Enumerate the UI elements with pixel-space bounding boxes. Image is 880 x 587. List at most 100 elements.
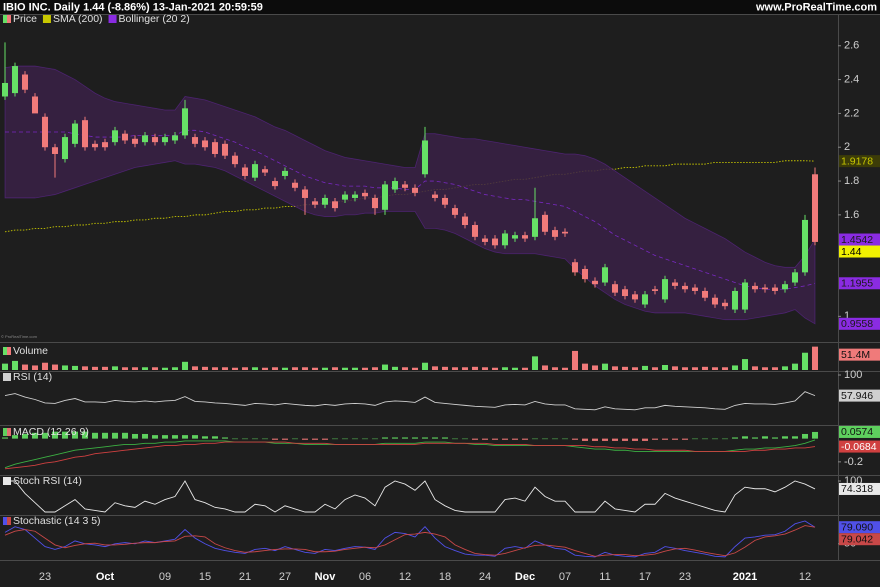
histogram-bar [382, 437, 388, 439]
candle-body [202, 140, 208, 148]
histogram-bar [362, 438, 368, 440]
histogram-bar [342, 438, 348, 440]
legend-label: Stochastic (14 3 5) [13, 515, 101, 527]
histogram-bar [12, 435, 18, 439]
candle-body [192, 137, 198, 144]
histogram-bar [392, 437, 398, 439]
histogram-bar [632, 438, 638, 441]
histogram-bar [682, 438, 688, 440]
candle-body [612, 284, 618, 293]
x-tick-label: 09 [159, 571, 171, 583]
candle-body [582, 268, 588, 280]
legend-label: MACD (12 26 9) [13, 426, 89, 438]
candle-body [792, 272, 798, 283]
volume-bar [432, 366, 438, 370]
value-label-box [839, 277, 880, 290]
candle-body [152, 137, 158, 143]
histogram-bar [592, 438, 598, 441]
candle-body [802, 219, 808, 273]
candle-body [532, 218, 538, 237]
header-title: IBIO INC. Daily 1.44 (-8.86%) 13-Jan-202… [3, 1, 263, 13]
value-label: 79.090 [841, 521, 873, 533]
x-tick-label: Nov [315, 571, 337, 583]
histogram-bar [42, 432, 48, 439]
candle-body [692, 287, 698, 291]
x-tick-label: 11 [599, 571, 610, 583]
volume-bar [662, 365, 668, 370]
volume-bar [142, 367, 148, 370]
candle-body [682, 285, 688, 290]
legend-swatch [3, 373, 11, 381]
volume-bar [12, 360, 18, 370]
legend-swatch [3, 15, 7, 23]
histogram-bar [202, 436, 208, 439]
candle-body [712, 297, 718, 305]
volume-bar [722, 367, 728, 370]
volume-bar [732, 365, 738, 370]
value-label-box [839, 482, 880, 495]
histogram-bar [502, 438, 508, 440]
candle-body [492, 238, 498, 246]
candle-body [342, 194, 348, 200]
candle-body [52, 147, 58, 154]
indicator-line [4, 525, 816, 557]
volume-bar [482, 367, 488, 370]
legend-swatch [7, 517, 11, 525]
value-label: 1.44 [841, 246, 862, 258]
volume-bar [342, 367, 348, 370]
histogram-bar [242, 438, 248, 440]
x-tick-label: 18 [439, 571, 451, 583]
candle-body [402, 184, 408, 188]
candle-body [562, 231, 568, 234]
histogram-bar [602, 438, 608, 441]
value-label: 79.042 [841, 533, 873, 545]
value-label-box [839, 440, 880, 453]
candle-body [112, 130, 118, 143]
volume-bar [682, 367, 688, 370]
histogram-bar [482, 438, 488, 440]
histogram-bar [52, 431, 58, 439]
value-label: 0.0574 [841, 426, 873, 438]
value-label: 74.318 [841, 483, 873, 495]
volume-bar [232, 367, 238, 370]
candle-body [212, 142, 218, 154]
volume-bar [572, 350, 578, 370]
histogram-bar [302, 438, 308, 440]
y-tick-label: 1.8 [844, 175, 859, 187]
volume-bar [802, 352, 808, 370]
candle-body [122, 133, 128, 141]
candle-body [672, 282, 678, 286]
candle-body [92, 143, 98, 148]
legend-swatch [7, 428, 11, 436]
header-site: www.ProRealTime.com [755, 1, 877, 13]
candle-body [232, 155, 238, 165]
legend-label: Price [13, 13, 37, 25]
macd-line [4, 441, 816, 470]
volume-bar [512, 367, 518, 370]
candle-body [752, 285, 758, 290]
histogram-bar [742, 436, 748, 439]
histogram-bar [32, 432, 38, 439]
candle-body [432, 194, 438, 198]
volume-bar [172, 367, 178, 370]
histogram-bar [792, 436, 798, 439]
candle-body [762, 287, 768, 290]
legend-label: RSI (14) [13, 371, 52, 383]
histogram-bar [322, 438, 328, 440]
x-tick-label: 24 [479, 571, 491, 583]
histogram-bar [562, 438, 568, 440]
histogram-bar [252, 438, 258, 440]
candle-body [572, 262, 578, 273]
watermark: © ProRealTime.com [1, 334, 38, 339]
y-tick-label: 1 [844, 310, 850, 322]
indicator-line [4, 391, 816, 411]
candle-body [502, 233, 508, 246]
candle-body [322, 197, 328, 205]
indicator-line [4, 520, 816, 558]
candle-body [542, 214, 548, 232]
volume-bar [252, 367, 258, 370]
histogram-bar [112, 432, 118, 439]
candle-body [632, 294, 638, 300]
volume-bar [522, 367, 528, 370]
volume-bar [462, 367, 468, 370]
